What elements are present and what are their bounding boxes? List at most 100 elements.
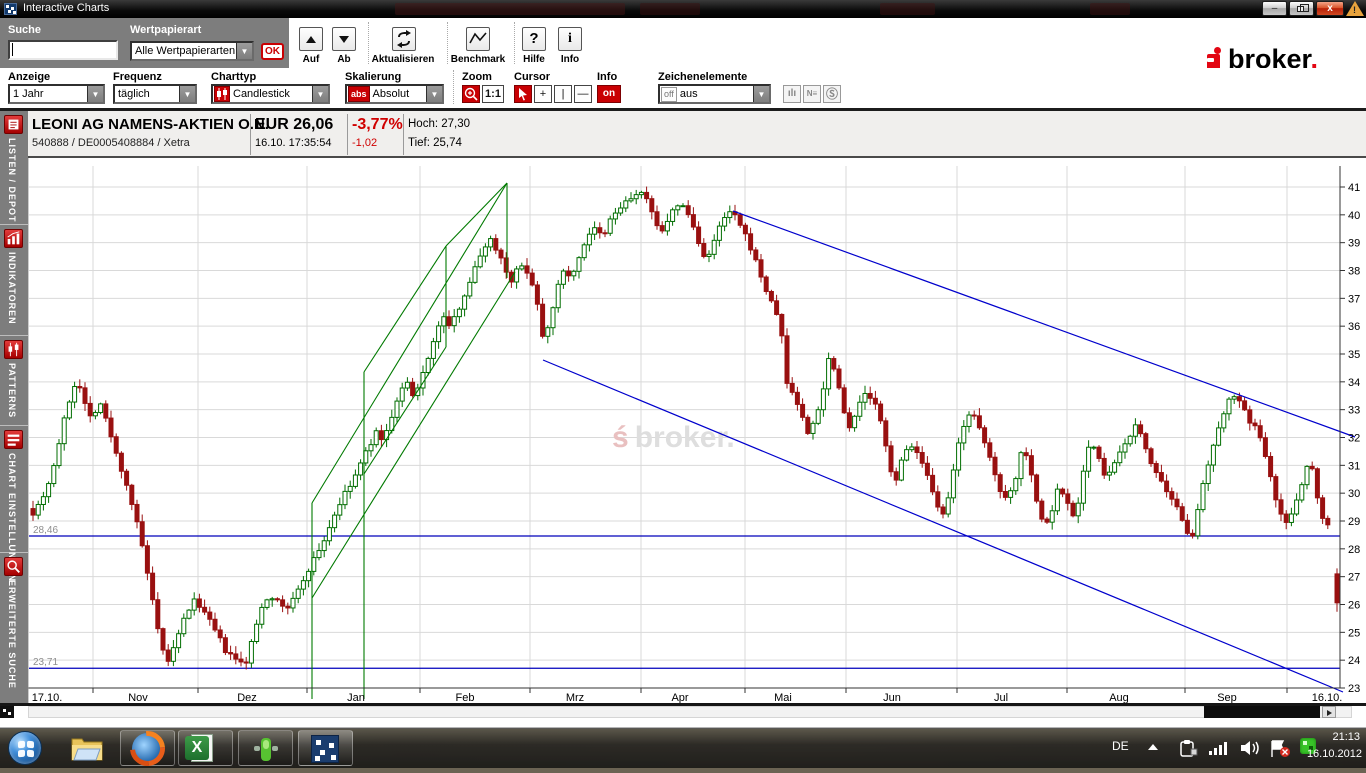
drawing-elements-select[interactable]: off aus ▼ bbox=[658, 84, 771, 104]
cursor-vline-button[interactable]: | bbox=[554, 85, 572, 103]
scroll-down-button[interactable] bbox=[332, 27, 356, 51]
tray-clipboard-icon[interactable] bbox=[1178, 740, 1198, 758]
cursor-arrow-button[interactable] bbox=[514, 85, 532, 103]
tray-messenger-icon[interactable] bbox=[1300, 738, 1316, 754]
chart-scrollbar[interactable] bbox=[0, 706, 1366, 718]
chart-settings-icon bbox=[4, 430, 23, 449]
depot-icon bbox=[4, 115, 23, 134]
taskbar-green-app-button[interactable] bbox=[238, 730, 293, 766]
scroll-up-button[interactable] bbox=[299, 27, 323, 51]
sparkasse-symbol-icon bbox=[1205, 46, 1225, 72]
benchmark-button-label: Benchmark bbox=[450, 54, 506, 65]
security-type-select[interactable]: Alle Wertpapierarten ▼ bbox=[130, 41, 254, 61]
scaling-select[interactable]: abs Absolut ▼ bbox=[345, 84, 444, 104]
tray-language[interactable]: DE bbox=[1112, 739, 1129, 753]
candlestick-icon bbox=[214, 86, 230, 102]
minimize-button[interactable]: – bbox=[1262, 1, 1287, 16]
benchmark-button[interactable] bbox=[466, 27, 490, 51]
sidebar-item-chart-einstellungen[interactable]: CHART EINSTELLUNGEN bbox=[0, 426, 28, 582]
quote-timestamp: 16.10. 17:35:54 bbox=[255, 137, 332, 149]
tray-volume-icon[interactable] bbox=[1240, 740, 1262, 756]
help-button[interactable]: ? bbox=[522, 27, 546, 51]
benchmark-icon bbox=[469, 32, 487, 44]
sidebar-item-patterns[interactable]: PATTERNS bbox=[0, 336, 28, 426]
svg-text:39: 39 bbox=[1348, 238, 1360, 250]
cursor-hline-button[interactable]: — bbox=[574, 85, 592, 103]
cursor-label: Cursor bbox=[514, 71, 551, 83]
tray-action-center-icon[interactable] bbox=[1268, 740, 1292, 758]
zoom-ratio-button[interactable]: 1:1 bbox=[482, 85, 504, 103]
info-button[interactable]: i bbox=[558, 27, 582, 51]
chart-panel: ś broker. 28,46 23,71 23 24 25 26 27 28 29 30 31 32 33… bbox=[27, 158, 1366, 704]
separator bbox=[368, 22, 369, 64]
background-window-artifact bbox=[395, 3, 625, 15]
close-button[interactable]: x bbox=[1316, 1, 1344, 16]
display-range-select[interactable]: 1 Jahr ▼ bbox=[8, 84, 105, 104]
svg-text:37: 37 bbox=[1348, 293, 1360, 305]
cursor-cross-button[interactable]: + bbox=[534, 85, 552, 103]
scrollbar-arrow-button[interactable] bbox=[1322, 706, 1336, 718]
taskbar-excel-button[interactable]: X bbox=[178, 730, 233, 766]
svg-text:36: 36 bbox=[1348, 321, 1360, 333]
instrument-name: LEONI AG NAMENS-AKTIEN O.N. bbox=[32, 116, 269, 133]
up-triangle-icon bbox=[306, 36, 316, 43]
tray-clock-time[interactable]: 21:13 bbox=[1332, 731, 1360, 743]
firefox-swirl bbox=[122, 723, 173, 773]
window-bottom-strip bbox=[0, 718, 1366, 728]
search-input[interactable] bbox=[8, 40, 118, 60]
chevron-down-icon[interactable]: ▼ bbox=[426, 86, 442, 102]
sidebar-item-label: CHART EINSTELLUNGEN bbox=[7, 453, 17, 582]
svg-text:25: 25 bbox=[1348, 627, 1360, 639]
svg-text:16.10.: 16.10. bbox=[1312, 692, 1343, 703]
start-button[interactable] bbox=[8, 731, 42, 765]
tray-signal-icon[interactable] bbox=[1208, 740, 1232, 756]
chevron-down-icon[interactable]: ▼ bbox=[87, 86, 103, 102]
chevron-down-icon[interactable]: ▼ bbox=[236, 43, 252, 59]
day-low: Tief: 25,74 bbox=[408, 137, 462, 149]
sidebar-item-label: LISTEN / DEPOT bbox=[7, 138, 17, 223]
svg-text:Nov: Nov bbox=[128, 692, 148, 703]
svg-text:17.10.: 17.10. bbox=[32, 692, 63, 703]
frequency-select[interactable]: täglich ▼ bbox=[113, 84, 197, 104]
background-window-artifact bbox=[1090, 3, 1130, 15]
info-toggle-button[interactable]: on bbox=[597, 85, 621, 103]
volume-bars-button[interactable]: ılı bbox=[783, 85, 801, 103]
taskbar-firefox-button[interactable] bbox=[120, 723, 175, 773]
refresh-icon bbox=[397, 30, 411, 48]
zoom-in-button[interactable] bbox=[462, 85, 480, 103]
price-chart[interactable]: ś broker. 28,46 23,71 23 24 25 26 27 28 29 30 31 32 33… bbox=[27, 158, 1366, 704]
svg-text:33: 33 bbox=[1348, 405, 1360, 417]
charttype-select[interactable]: Candlestick ▼ bbox=[211, 84, 330, 104]
svg-text:Feb: Feb bbox=[456, 692, 475, 703]
app-icon bbox=[4, 3, 17, 15]
scrollbar-track[interactable] bbox=[28, 706, 1352, 718]
tray-expand-icon[interactable] bbox=[1148, 744, 1158, 750]
sidebar-item-erweiterte-suche[interactable]: ERWEITERTE SUCHE bbox=[0, 553, 28, 717]
scrollbar-thumb[interactable] bbox=[1204, 706, 1320, 718]
restore-button[interactable] bbox=[1289, 1, 1314, 16]
magnifier-plus-icon bbox=[464, 87, 478, 101]
svg-text:Sep: Sep bbox=[1217, 692, 1237, 703]
abs-badge: abs bbox=[348, 86, 370, 102]
refresh-button[interactable] bbox=[392, 27, 416, 51]
day-high: Hoch: 27,30 bbox=[408, 118, 471, 130]
chevron-down-icon[interactable]: ▼ bbox=[312, 86, 328, 102]
svg-text:Jan: Jan bbox=[347, 692, 365, 703]
news-button[interactable]: N≡ bbox=[803, 85, 821, 103]
charttype-label: Charttyp bbox=[211, 71, 257, 83]
up-button-label: Auf bbox=[302, 54, 320, 65]
chevron-down-icon[interactable]: ▼ bbox=[179, 86, 195, 102]
taskbar-explorer-button[interactable] bbox=[70, 733, 104, 763]
taskbar-interactive-charts-button[interactable] bbox=[298, 730, 353, 766]
chevron-down-icon[interactable]: ▼ bbox=[753, 86, 769, 102]
splits-button[interactable]: Ⓢ bbox=[823, 85, 841, 103]
svg-text:Apr: Apr bbox=[671, 692, 688, 703]
svg-text:27: 27 bbox=[1348, 572, 1360, 584]
ok-button[interactable]: OK bbox=[261, 43, 284, 60]
sidebar-item-indikatoren[interactable]: INDIKATOREN bbox=[0, 225, 28, 336]
svg-text:Mai: Mai bbox=[774, 692, 792, 703]
tray-clock-date[interactable]: 16.10.2012 bbox=[1306, 748, 1362, 760]
sidebar-item-listen-depot[interactable]: LISTEN / DEPOT bbox=[0, 111, 28, 225]
separator bbox=[514, 22, 515, 64]
